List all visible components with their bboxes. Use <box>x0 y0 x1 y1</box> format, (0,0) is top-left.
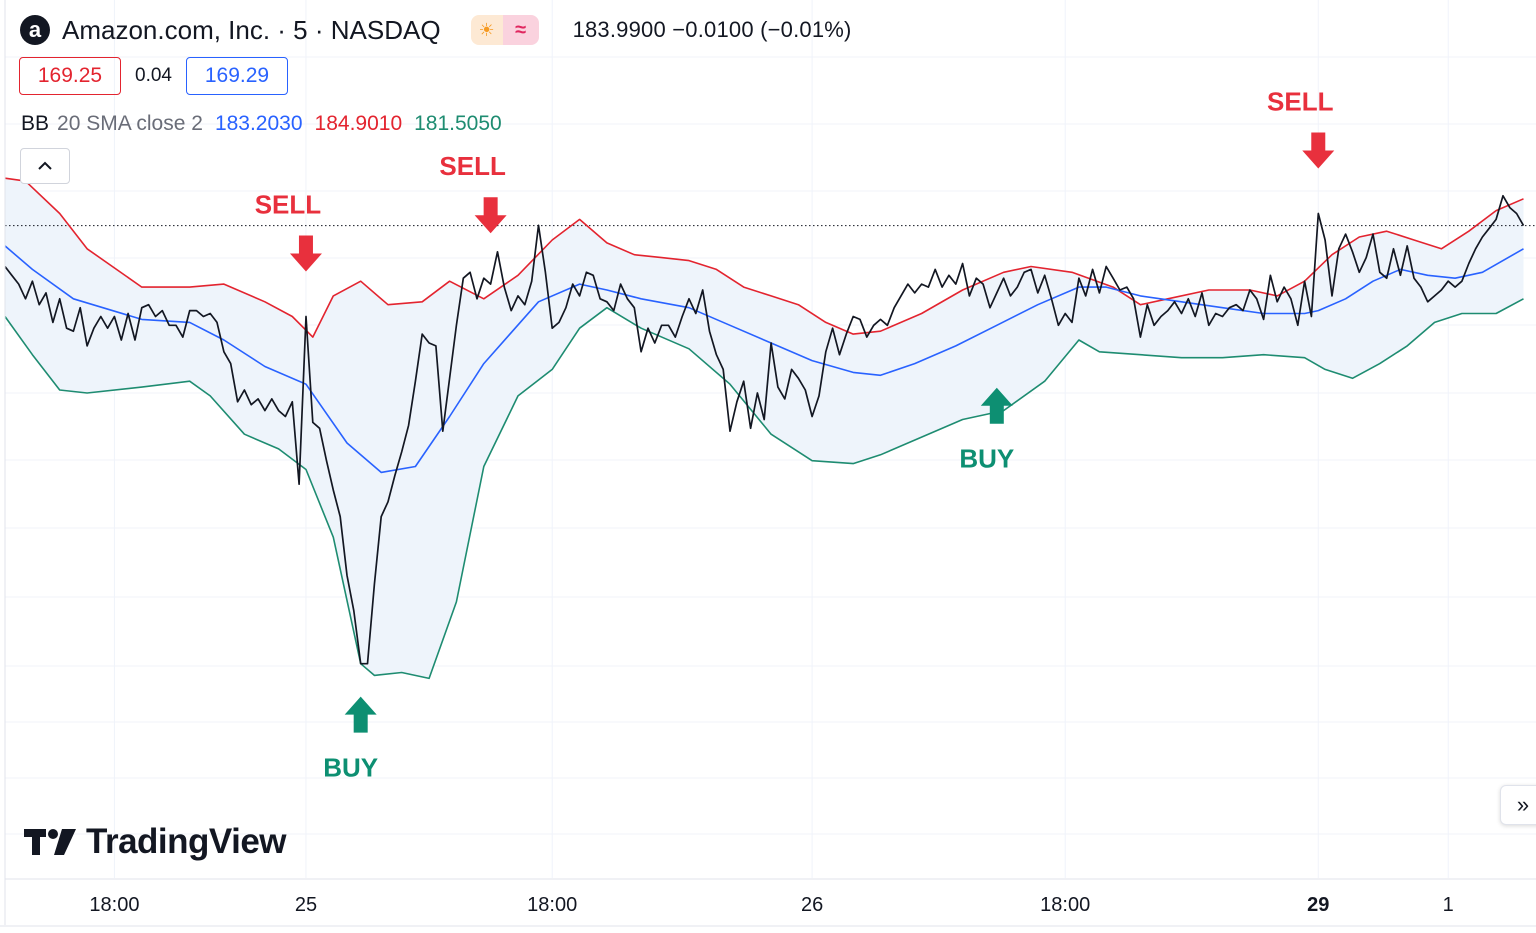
spread-value: 0.04 <box>135 65 172 86</box>
sell-price-button[interactable]: 169.25 <box>19 57 121 95</box>
time-axis-label: 18:00 <box>527 894 577 916</box>
scroll-to-realtime-button[interactable]: » <box>1500 785 1536 825</box>
indicator-name: BB <box>21 112 50 135</box>
indicator-upper-value: 184.9010 <box>314 112 403 135</box>
sell-arrow-icon <box>474 197 507 234</box>
upper-band-line <box>4 177 1524 338</box>
time-axis-label: 26 <box>801 894 823 916</box>
sell-arrow-icon <box>289 235 322 272</box>
time-axis-label: 18:00 <box>1040 894 1090 916</box>
indicator-legend[interactable]: BB 20 SMA close 2 183.2030 184.9010 181.… <box>21 112 502 136</box>
sun-icon: ☀ <box>470 15 503 45</box>
lower-band-line <box>4 298 1524 680</box>
buy-signal-label: BUY <box>323 753 378 783</box>
indicator-basis-value: 183.2030 <box>214 112 303 135</box>
time-axis-label: 18:00 <box>89 894 139 916</box>
time-axis-label: 29 <box>1307 894 1329 916</box>
price-line <box>4 194 1525 665</box>
brand-name: TradingView <box>86 822 287 861</box>
time-axis-label: 25 <box>295 894 317 916</box>
indicator-lower-value: 181.5050 <box>414 112 502 135</box>
double-chevron-right-icon: » <box>1516 792 1530 817</box>
buy-arrow-icon <box>344 696 377 733</box>
sell-signal-label: SELL <box>439 151 506 181</box>
chart-header: a Amazon.com, Inc. · 5 · NASDAQ ☀ ≈ 183.… <box>20 12 852 48</box>
quote-row: 169.25 0.04 169.29 <box>19 57 288 95</box>
wave-icon: ≈ <box>502 15 539 45</box>
buy-signal-label: BUY <box>959 444 1014 474</box>
buy-price-button[interactable]: 169.29 <box>185 57 288 95</box>
sell-signal-label: SELL <box>1267 87 1334 117</box>
market-status-badge[interactable]: ☀ ≈ <box>470 15 539 45</box>
symbol-title[interactable]: Amazon.com, Inc. · 5 · NASDAQ <box>62 14 441 45</box>
indicator-params: 20 SMA close 2 <box>57 112 203 135</box>
basis-line <box>4 245 1524 474</box>
bollinger-band-fill <box>5 178 1524 679</box>
amazon-logo-icon: a <box>20 15 50 45</box>
sell-arrow-icon <box>1302 132 1335 169</box>
chevron-up-icon <box>38 161 52 170</box>
tradingview-logo-icon <box>24 829 76 855</box>
collapse-legend-button[interactable] <box>20 148 70 184</box>
last-price-change: 183.9900 −0.0100 (−0.01%) <box>572 17 852 42</box>
time-axis-label: 1 <box>1443 894 1454 916</box>
tradingview-brand[interactable]: TradingView <box>24 822 287 862</box>
sell-signal-label: SELL <box>255 189 322 219</box>
buy-arrow-icon <box>980 387 1013 424</box>
